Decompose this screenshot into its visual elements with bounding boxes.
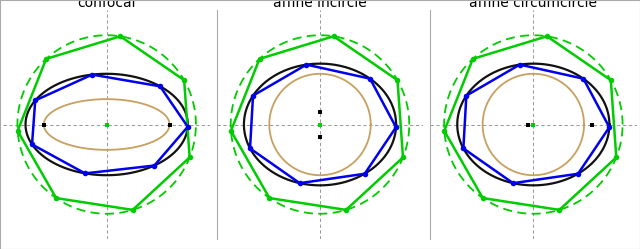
Point	[248, 94, 258, 98]
Point	[508, 181, 518, 185]
Point	[461, 94, 472, 98]
Title: confocal: confocal	[77, 0, 136, 10]
Point	[554, 208, 564, 212]
Point	[301, 62, 312, 66]
Point	[605, 78, 616, 82]
Point	[30, 98, 40, 102]
Point	[477, 196, 488, 200]
Point	[439, 129, 449, 133]
Point	[579, 77, 589, 81]
Point	[341, 208, 351, 212]
Point	[80, 171, 90, 175]
Point	[392, 78, 403, 82]
Point	[328, 34, 339, 38]
Point	[515, 62, 525, 66]
Point	[179, 78, 189, 82]
Point	[294, 181, 305, 185]
Point	[255, 57, 265, 61]
Point	[458, 146, 468, 150]
Point	[115, 34, 125, 38]
Point	[468, 57, 478, 61]
Point	[542, 34, 552, 38]
Point	[27, 142, 37, 146]
Point	[13, 129, 23, 133]
Point	[149, 164, 159, 168]
Point	[604, 125, 614, 129]
Point	[573, 172, 583, 176]
Point	[398, 155, 408, 159]
Point	[611, 155, 621, 159]
Point	[184, 155, 195, 159]
Point	[365, 77, 375, 81]
Point	[264, 196, 275, 200]
Point	[87, 73, 97, 77]
Point	[127, 208, 138, 212]
Title: affine incircle: affine incircle	[273, 0, 367, 10]
Point	[51, 196, 61, 200]
Point	[245, 146, 255, 150]
Point	[391, 125, 401, 129]
Point	[182, 125, 193, 129]
Point	[360, 172, 370, 176]
Point	[155, 84, 165, 88]
Title: affine circumcircle: affine circumcircle	[469, 0, 597, 10]
Point	[226, 129, 236, 133]
Point	[41, 57, 51, 61]
